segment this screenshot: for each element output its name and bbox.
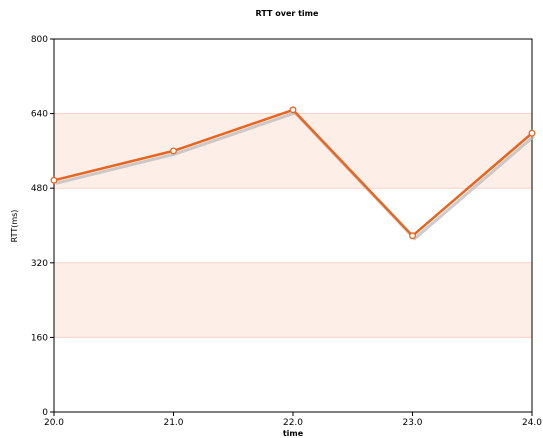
y-tick-label: 320 — [31, 259, 48, 269]
x-tick-label: 22.0 — [283, 418, 303, 428]
y-tick-label: 640 — [31, 110, 48, 120]
y-tick-label: 480 — [31, 184, 48, 194]
plot-band — [54, 262, 532, 338]
y-axis-title: RTT(ms) — [10, 210, 19, 243]
x-tick-label: 24.0 — [522, 418, 542, 428]
y-tick-label: 800 — [31, 35, 48, 45]
data-point — [50, 176, 58, 184]
series-group — [50, 106, 536, 241]
x-axis: 20.0 21.0 22.0 23.0 24.0 — [44, 412, 542, 428]
y-tick-label: 0 — [42, 408, 48, 418]
data-point — [409, 232, 416, 240]
plot-band — [54, 113, 532, 189]
data-point — [528, 129, 536, 137]
x-tick-label: 20.0 — [44, 418, 64, 428]
data-point — [170, 147, 177, 155]
x-tick-label: 21.0 — [163, 418, 183, 428]
y-axis: 0 160 320 480 640 800 — [31, 35, 54, 418]
data-point — [289, 106, 297, 114]
x-tick-label: 23.0 — [402, 418, 422, 428]
y-tick-label: 160 — [31, 333, 48, 343]
plot-bands — [54, 113, 532, 338]
plot-area — [53, 38, 533, 413]
x-axis-title: time — [283, 429, 304, 438]
chart-title: RTT over time — [256, 9, 319, 18]
